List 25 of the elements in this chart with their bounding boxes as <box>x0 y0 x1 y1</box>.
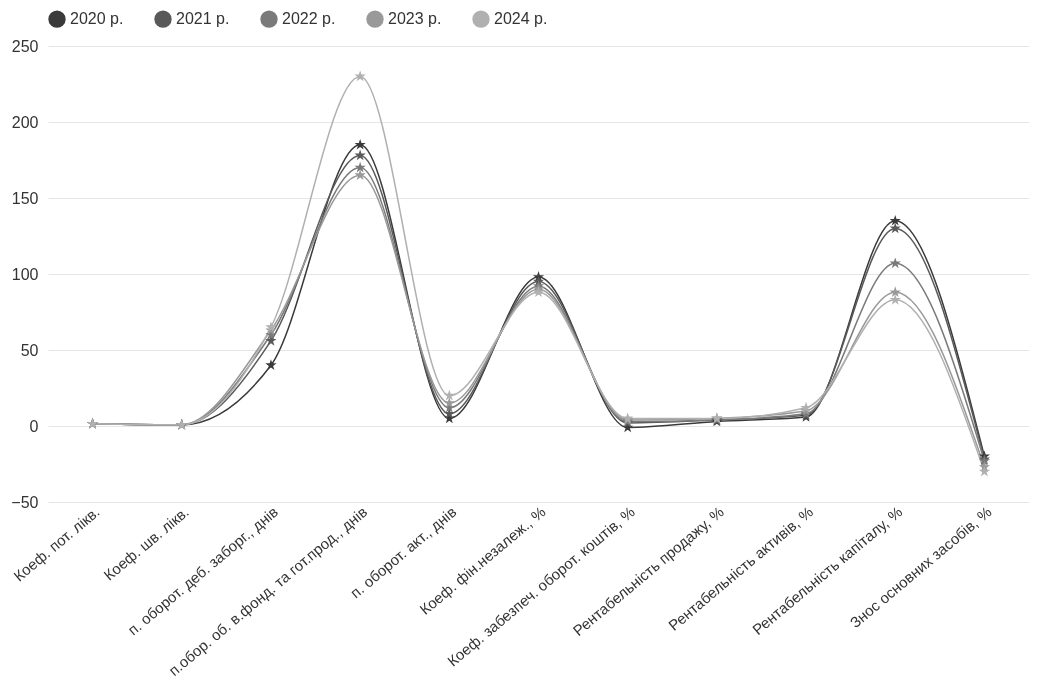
point <box>889 214 901 226</box>
point <box>354 138 366 150</box>
point <box>889 286 901 298</box>
y-tick-label: 50 <box>20 341 39 359</box>
legend-label: 2024 р. <box>494 10 548 28</box>
legend-label: 2022 р. <box>282 10 336 28</box>
legend-label: 2021 р. <box>176 10 230 28</box>
point <box>978 465 991 477</box>
legend-label: 2023 р. <box>388 10 442 28</box>
point <box>354 169 366 180</box>
point <box>265 321 277 332</box>
y-tick-label: 0 <box>29 417 39 435</box>
y-tick-label: 250 <box>11 37 39 55</box>
legend-label: 2020 р. <box>70 10 124 28</box>
y-tick-label: 200 <box>11 113 39 131</box>
y-tick-label: 100 <box>11 265 39 283</box>
point <box>889 257 901 269</box>
point <box>354 161 366 173</box>
point <box>532 286 545 298</box>
y-tick-label: −50 <box>11 493 39 511</box>
point <box>889 222 901 234</box>
point <box>265 359 277 370</box>
y-tick-label: 150 <box>11 189 39 207</box>
point <box>443 389 455 401</box>
point <box>354 149 366 161</box>
